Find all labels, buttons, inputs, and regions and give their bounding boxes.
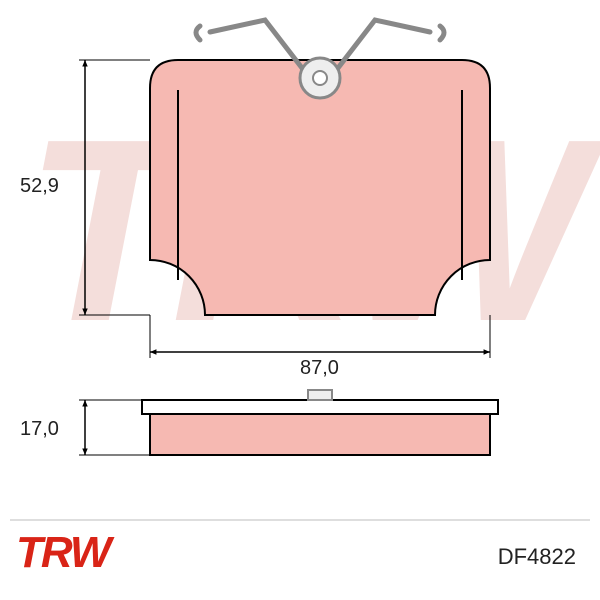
drawing-canvas: TRW 52,9 87,0 17,0 TRW DF4822 bbox=[0, 0, 600, 600]
dim-width-label: 87,0 bbox=[300, 357, 339, 380]
dim-height-label: 52,9 bbox=[20, 175, 59, 198]
part-number: DF4822 bbox=[498, 544, 576, 570]
brand-text: TRW bbox=[16, 528, 109, 577]
dim-thickness-label: 17,0 bbox=[20, 418, 59, 441]
diagram-svg: TRW bbox=[0, 0, 600, 600]
brand-logo: TRW bbox=[16, 528, 109, 578]
